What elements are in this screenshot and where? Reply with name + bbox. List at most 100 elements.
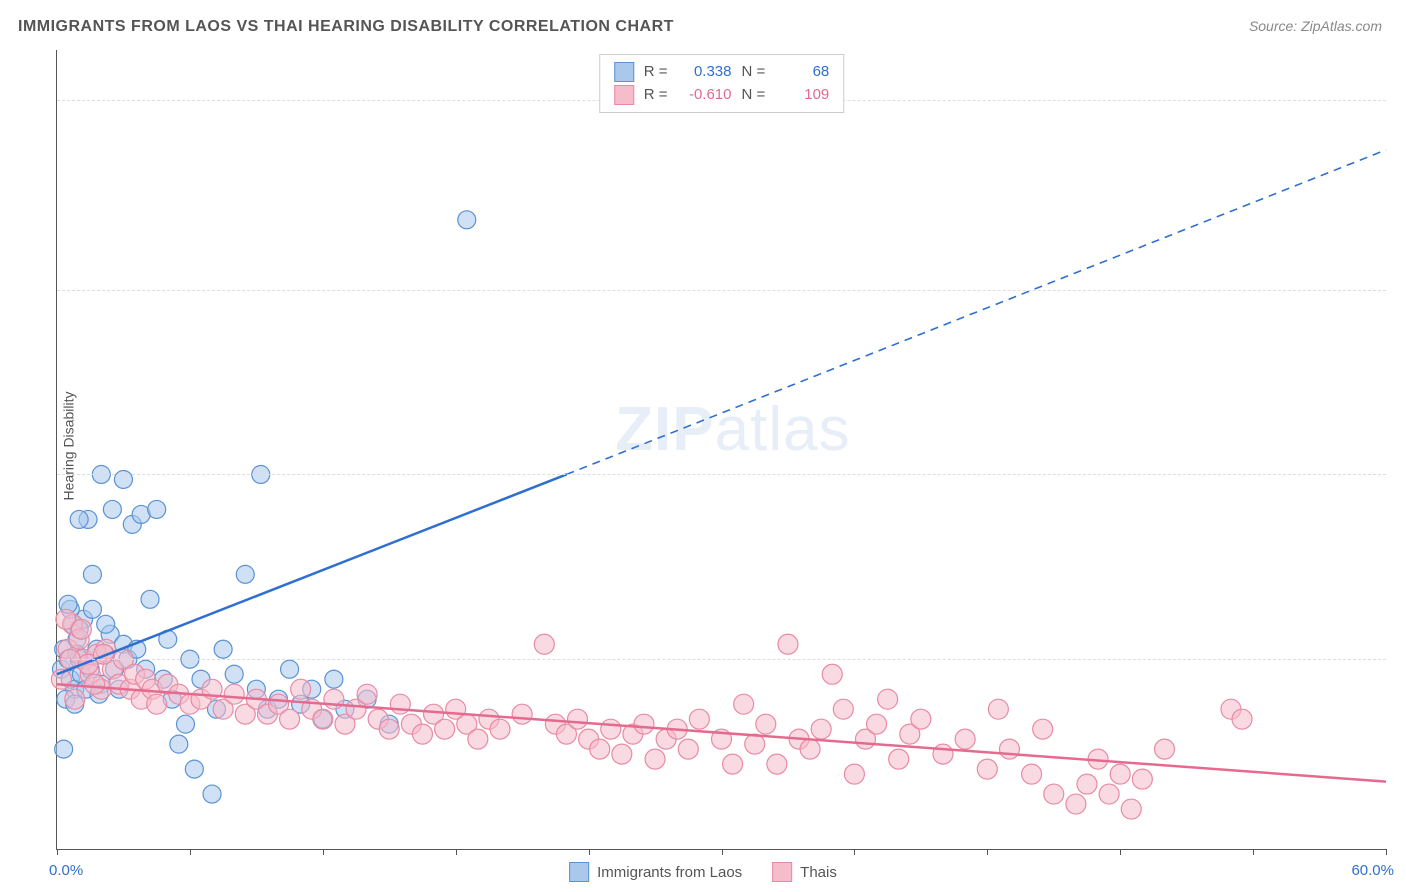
data-point-thai [590,739,610,759]
data-point-thai [412,724,432,744]
data-point-thai [147,694,167,714]
bottom-legend: Immigrants from Laos Thais [569,862,837,882]
data-point-thai [911,709,931,729]
data-point-laos [141,590,159,608]
data-point-laos [325,670,343,688]
data-point-thai [224,684,244,704]
data-point-laos [83,565,101,583]
stat-n-label: N = [742,61,766,84]
data-point-thai [357,684,377,704]
data-point-thai [645,749,665,769]
data-point-laos [236,565,254,583]
legend-swatch-thai [772,862,792,882]
x-tick [1253,849,1254,855]
data-point-thai [612,744,632,764]
data-point-thai [601,719,621,739]
y-tick-label: 7.5% [1398,466,1406,483]
data-point-laos [203,785,221,803]
stat-legend: R =0.338N =68R =-0.610N =109 [599,54,845,113]
data-point-thai [568,709,588,729]
data-point-thai [1033,719,1053,739]
chart-title: IMMIGRANTS FROM LAOS VS THAI HEARING DIS… [18,18,674,36]
grid-line [57,659,1386,660]
data-point-thai [512,704,532,724]
data-point-thai [723,754,743,774]
data-point-laos [70,510,88,528]
data-point-thai [689,709,709,729]
data-point-thai [767,754,787,774]
swatch-thai [614,85,634,105]
data-point-thai [1099,784,1119,804]
x-tick [589,849,590,855]
data-point-laos [281,660,299,678]
grid-line [57,290,1386,291]
data-point-thai [811,719,831,739]
scatter-svg [57,50,1386,849]
stat-row-thai: R =-0.610N =109 [614,84,830,107]
data-point-thai [778,634,798,654]
stat-n-value: 109 [775,84,829,107]
data-point-thai [1121,799,1141,819]
stat-r-label: R = [644,61,668,84]
data-point-thai [988,699,1008,719]
data-point-laos [55,740,73,758]
data-point-laos [176,715,194,733]
data-point-thai [756,714,776,734]
legend-label: Immigrants from Laos [597,864,742,881]
data-point-thai [390,694,410,714]
data-point-thai [955,729,975,749]
legend-label: Thais [800,864,837,881]
data-point-thai [878,689,898,709]
data-point-laos [170,735,188,753]
x-axis-min-label: 0.0% [49,862,83,879]
data-point-thai [867,714,887,734]
y-tick-label: 11.2% [1398,281,1406,298]
data-point-thai [291,679,311,699]
data-point-thai [65,689,85,709]
data-point-thai [833,699,853,719]
data-point-thai [999,739,1019,759]
data-point-laos [83,600,101,618]
data-point-laos [458,211,476,229]
y-tick-label: 3.8% [1398,651,1406,668]
data-point-thai [1110,764,1130,784]
data-point-laos [97,615,115,633]
x-tick [190,849,191,855]
source-name: ZipAtlas.com [1301,18,1382,34]
x-tick [57,849,58,855]
x-tick [854,849,855,855]
data-point-thai [933,744,953,764]
data-point-thai [1232,709,1252,729]
stat-n-label: N = [742,84,766,107]
data-point-thai [745,734,765,754]
stat-n-value: 68 [775,61,829,84]
data-point-thai [734,694,754,714]
x-tick [1386,849,1387,855]
data-point-laos [225,665,243,683]
data-point-thai [435,719,455,739]
data-point-thai [889,749,909,769]
stat-row-laos: R = 0.338 N = 68 [614,61,830,84]
data-point-thai [468,729,488,749]
source-label: Source: [1249,18,1297,34]
data-point-laos [214,640,232,658]
data-point-thai [634,714,654,734]
data-point-thai [1077,774,1097,794]
data-point-thai [1022,764,1042,784]
data-point-thai [71,619,91,639]
grid-line [57,474,1386,475]
data-point-thai [1066,794,1086,814]
x-tick [456,849,457,855]
stat-r-value: 0.338 [678,61,732,84]
data-point-thai [977,759,997,779]
data-point-laos [185,760,203,778]
x-tick [722,849,723,855]
trend-line-thai [57,684,1386,781]
data-point-thai [822,664,842,684]
data-point-laos [103,500,121,518]
data-point-thai [313,709,333,729]
data-point-thai [379,719,399,739]
data-point-laos [148,500,166,518]
data-point-thai [534,634,554,654]
swatch-laos [614,62,634,82]
